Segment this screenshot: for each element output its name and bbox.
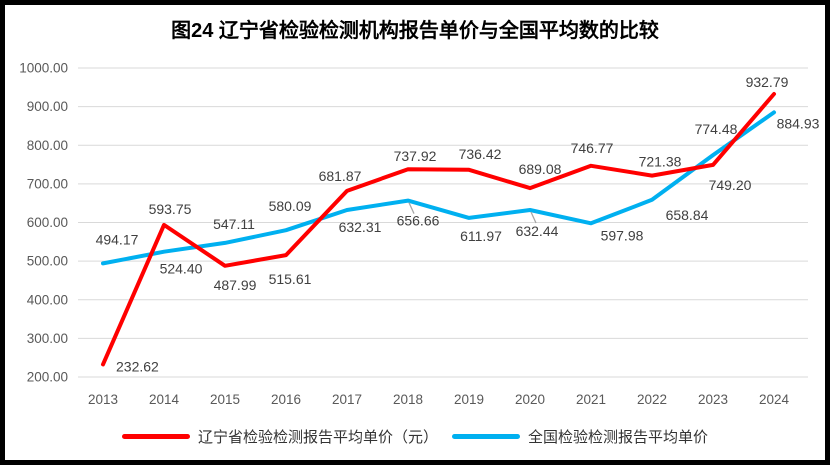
data-label: 611.97	[460, 228, 502, 244]
y-axis-tick-label: 400.00	[27, 292, 68, 307]
data-label: 658.84	[666, 207, 709, 223]
data-label: 932.79	[746, 74, 789, 90]
x-axis-tick-label: 2015	[210, 392, 240, 407]
legend-line-sample-icon	[121, 434, 190, 439]
y-axis-tick-label: 900.00	[27, 99, 68, 114]
data-label: 580.09	[269, 198, 312, 214]
data-label: 737.92	[394, 148, 437, 164]
data-label: 494.17	[96, 231, 139, 247]
legend-item-0: 辽宁省检验检测报告平均单价（元）	[121, 426, 438, 447]
data-label: 656.66	[397, 213, 440, 229]
x-axis-tick-label: 2017	[332, 392, 362, 407]
data-label-leader-line	[530, 211, 537, 224]
data-label: 736.42	[459, 146, 502, 162]
data-label: 681.87	[319, 168, 362, 184]
y-axis-tick-label: 600.00	[27, 215, 68, 230]
data-label: 524.40	[160, 261, 203, 277]
data-label: 774.48	[695, 121, 738, 137]
data-label: 515.61	[269, 271, 312, 287]
y-axis-tick-label: 300.00	[27, 331, 68, 346]
data-label: 632.31	[339, 219, 382, 235]
x-axis-tick-label: 2016	[271, 392, 301, 407]
data-label: 721.38	[639, 154, 682, 170]
x-axis-tick-label: 2021	[576, 392, 606, 407]
data-label: 884.93	[777, 115, 820, 131]
y-axis-tick-label: 500.00	[27, 254, 68, 269]
x-axis-tick-label: 2023	[698, 392, 728, 407]
chart-legend: 辽宁省检验检测报告平均单价（元） 全国检验检测报告平均单价	[0, 426, 830, 447]
y-axis-tick-label: 800.00	[27, 138, 68, 153]
data-label-leader-line	[408, 202, 415, 214]
data-label: 547.11	[213, 216, 255, 232]
series-line-1	[101, 110, 776, 266]
legend-item-1: 全国检验检测报告平均单价	[452, 426, 708, 447]
chart-title: 图24 辽宁省检验检测机构报告单价与全国平均数的比较	[171, 20, 659, 42]
data-label: 746.77	[571, 140, 614, 156]
data-label: 232.62	[116, 358, 159, 374]
data-label: 597.98	[601, 227, 644, 243]
data-label: 593.75	[149, 201, 192, 217]
data-label: 632.44	[516, 223, 559, 239]
x-axis-tick-label: 2013	[88, 392, 118, 407]
data-label: 487.99	[214, 277, 257, 293]
legend-label: 辽宁省检验检测报告平均单价（元）	[197, 429, 438, 446]
y-axis-tick-label: 1000.00	[19, 61, 68, 76]
x-axis-tick-label: 2024	[759, 392, 790, 407]
x-axis-tick-label: 2019	[454, 392, 484, 407]
data-label: 749.20	[709, 177, 752, 193]
x-axis-tick-label: 2020	[515, 392, 545, 407]
legend-label: 全国检验检测报告平均单价	[528, 429, 709, 446]
y-axis-tick-label: 200.00	[27, 370, 68, 385]
data-label: 689.08	[519, 161, 562, 177]
y-axis-tick-label: 700.00	[27, 176, 68, 191]
series-line-0	[101, 92, 776, 367]
x-axis-tick-label: 2022	[637, 392, 667, 407]
x-axis-tick-label: 2018	[393, 392, 423, 407]
legend-line-sample-icon	[452, 434, 520, 439]
x-axis-tick-label: 2014	[149, 392, 180, 407]
